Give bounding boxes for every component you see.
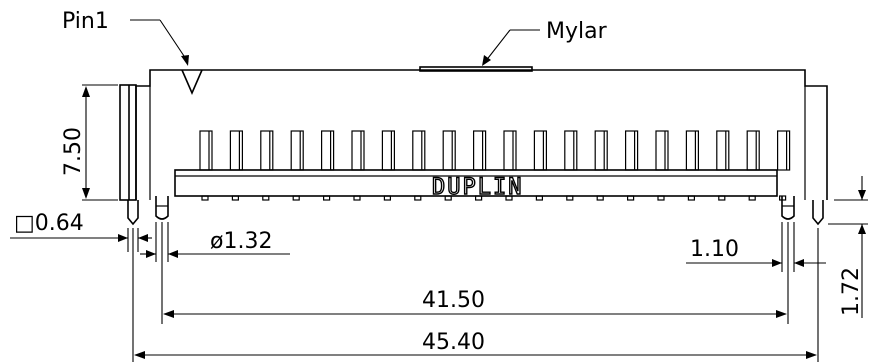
pin1-leader [130, 19, 189, 66]
contact [229, 130, 243, 171]
solder-foot [626, 195, 635, 201]
solder-foot [475, 195, 483, 201]
mylar-leader [482, 29, 540, 66]
contact [412, 130, 426, 171]
contact [473, 130, 487, 171]
mylar-label: Mylar [546, 19, 608, 44]
contact [503, 130, 517, 171]
contact [351, 130, 365, 171]
contact [260, 130, 274, 171]
pitch-span-value: 41.50 [422, 288, 485, 313]
solder-foot [262, 195, 270, 201]
offset-dimension [686, 222, 826, 272]
solder-foot [383, 195, 391, 201]
contact [716, 130, 730, 171]
solder-foot [535, 195, 544, 201]
solder-foot [718, 195, 726, 201]
mylar-strip [419, 66, 533, 72]
left-mounting-peg [127, 196, 169, 226]
brand-mark: DUPLIN [432, 175, 523, 200]
contact [564, 130, 578, 171]
solder-foot [687, 195, 696, 201]
solder-foot [353, 195, 361, 201]
solder-foot [748, 195, 756, 201]
contact [685, 130, 700, 171]
contact [594, 130, 608, 171]
hole-diameter-value: ø1.32 [210, 229, 272, 254]
contact [442, 130, 456, 171]
height-dimension [82, 84, 118, 201]
solder-foot [231, 195, 239, 201]
overall-width-value: 45.40 [422, 330, 485, 355]
overall-width-dimension [132, 228, 819, 362]
pin1-marker [181, 69, 203, 96]
contact [776, 130, 791, 171]
square-pin-dimension [10, 228, 152, 252]
solder-foot [596, 195, 604, 201]
contact [321, 130, 335, 171]
right-mounting-peg [781, 196, 824, 226]
contact [533, 130, 548, 171]
pin1-label: Pin1 [62, 9, 109, 34]
solder-foot [414, 195, 422, 201]
solder-foot [201, 195, 209, 201]
solder-foot [292, 195, 300, 201]
contact [199, 130, 213, 171]
solder-foot [323, 195, 331, 201]
contact [290, 130, 304, 171]
solder-foot [566, 195, 574, 201]
contact [381, 130, 395, 171]
solder-foot [444, 195, 452, 201]
pitch-span-dimension [161, 222, 789, 324]
height-value: 7.50 [61, 127, 86, 176]
contact [655, 130, 669, 171]
pin-length-dimension [828, 176, 868, 318]
solder-foot [657, 195, 665, 201]
solder-foot [505, 195, 513, 201]
contact [624, 130, 639, 171]
pin-length-value: 1.72 [839, 267, 864, 316]
offset-value: 1.10 [690, 237, 739, 262]
contact [746, 130, 760, 171]
contact-row [199, 130, 791, 171]
square-pin-value: □0.64 [14, 211, 84, 236]
hole-diameter-dimension [140, 222, 290, 262]
solder-foot-row [201, 195, 787, 201]
